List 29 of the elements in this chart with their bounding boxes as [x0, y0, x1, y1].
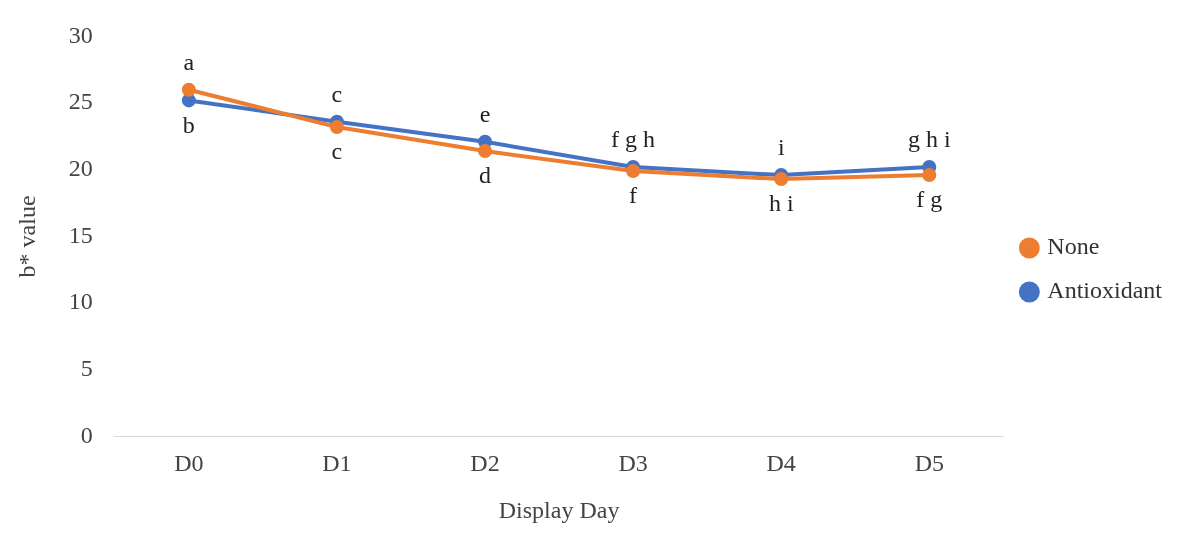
y-tick-label: 30 [68, 21, 93, 48]
annotation: b [182, 111, 195, 138]
x-tick-label: D3 [618, 450, 648, 477]
x-tick-label: D0 [174, 450, 204, 477]
y-tick-label: 20 [68, 155, 93, 182]
annotation: d [479, 162, 492, 189]
annotation: g h i [907, 126, 951, 153]
y-tick-label: 10 [68, 288, 93, 315]
x-tick-label: D2 [470, 450, 500, 477]
annotation: e [479, 101, 491, 128]
y-tick-label: 15 [68, 221, 93, 248]
x-tick-label: D1 [322, 450, 352, 477]
annotation: c [331, 138, 343, 165]
x-tick-label: D4 [766, 450, 796, 477]
y-tick-label: 5 [80, 355, 93, 382]
y-tick-label: 25 [68, 88, 93, 115]
annotation: f g [916, 186, 943, 213]
annotation: a [183, 49, 195, 76]
y-tick-label: 0 [80, 421, 93, 448]
annotation: c [331, 81, 343, 108]
annotation: h i [768, 190, 794, 217]
x-axis-title: Display Day [498, 496, 620, 523]
annotation: f g h [611, 126, 656, 153]
x-tick-label: D5 [914, 450, 944, 477]
y-axis-title: b* value [13, 195, 40, 278]
legend-label: Antioxidant [1047, 277, 1163, 304]
annotation: f [629, 182, 638, 209]
annotation: i [777, 134, 785, 161]
legend-label: None [1047, 233, 1100, 260]
